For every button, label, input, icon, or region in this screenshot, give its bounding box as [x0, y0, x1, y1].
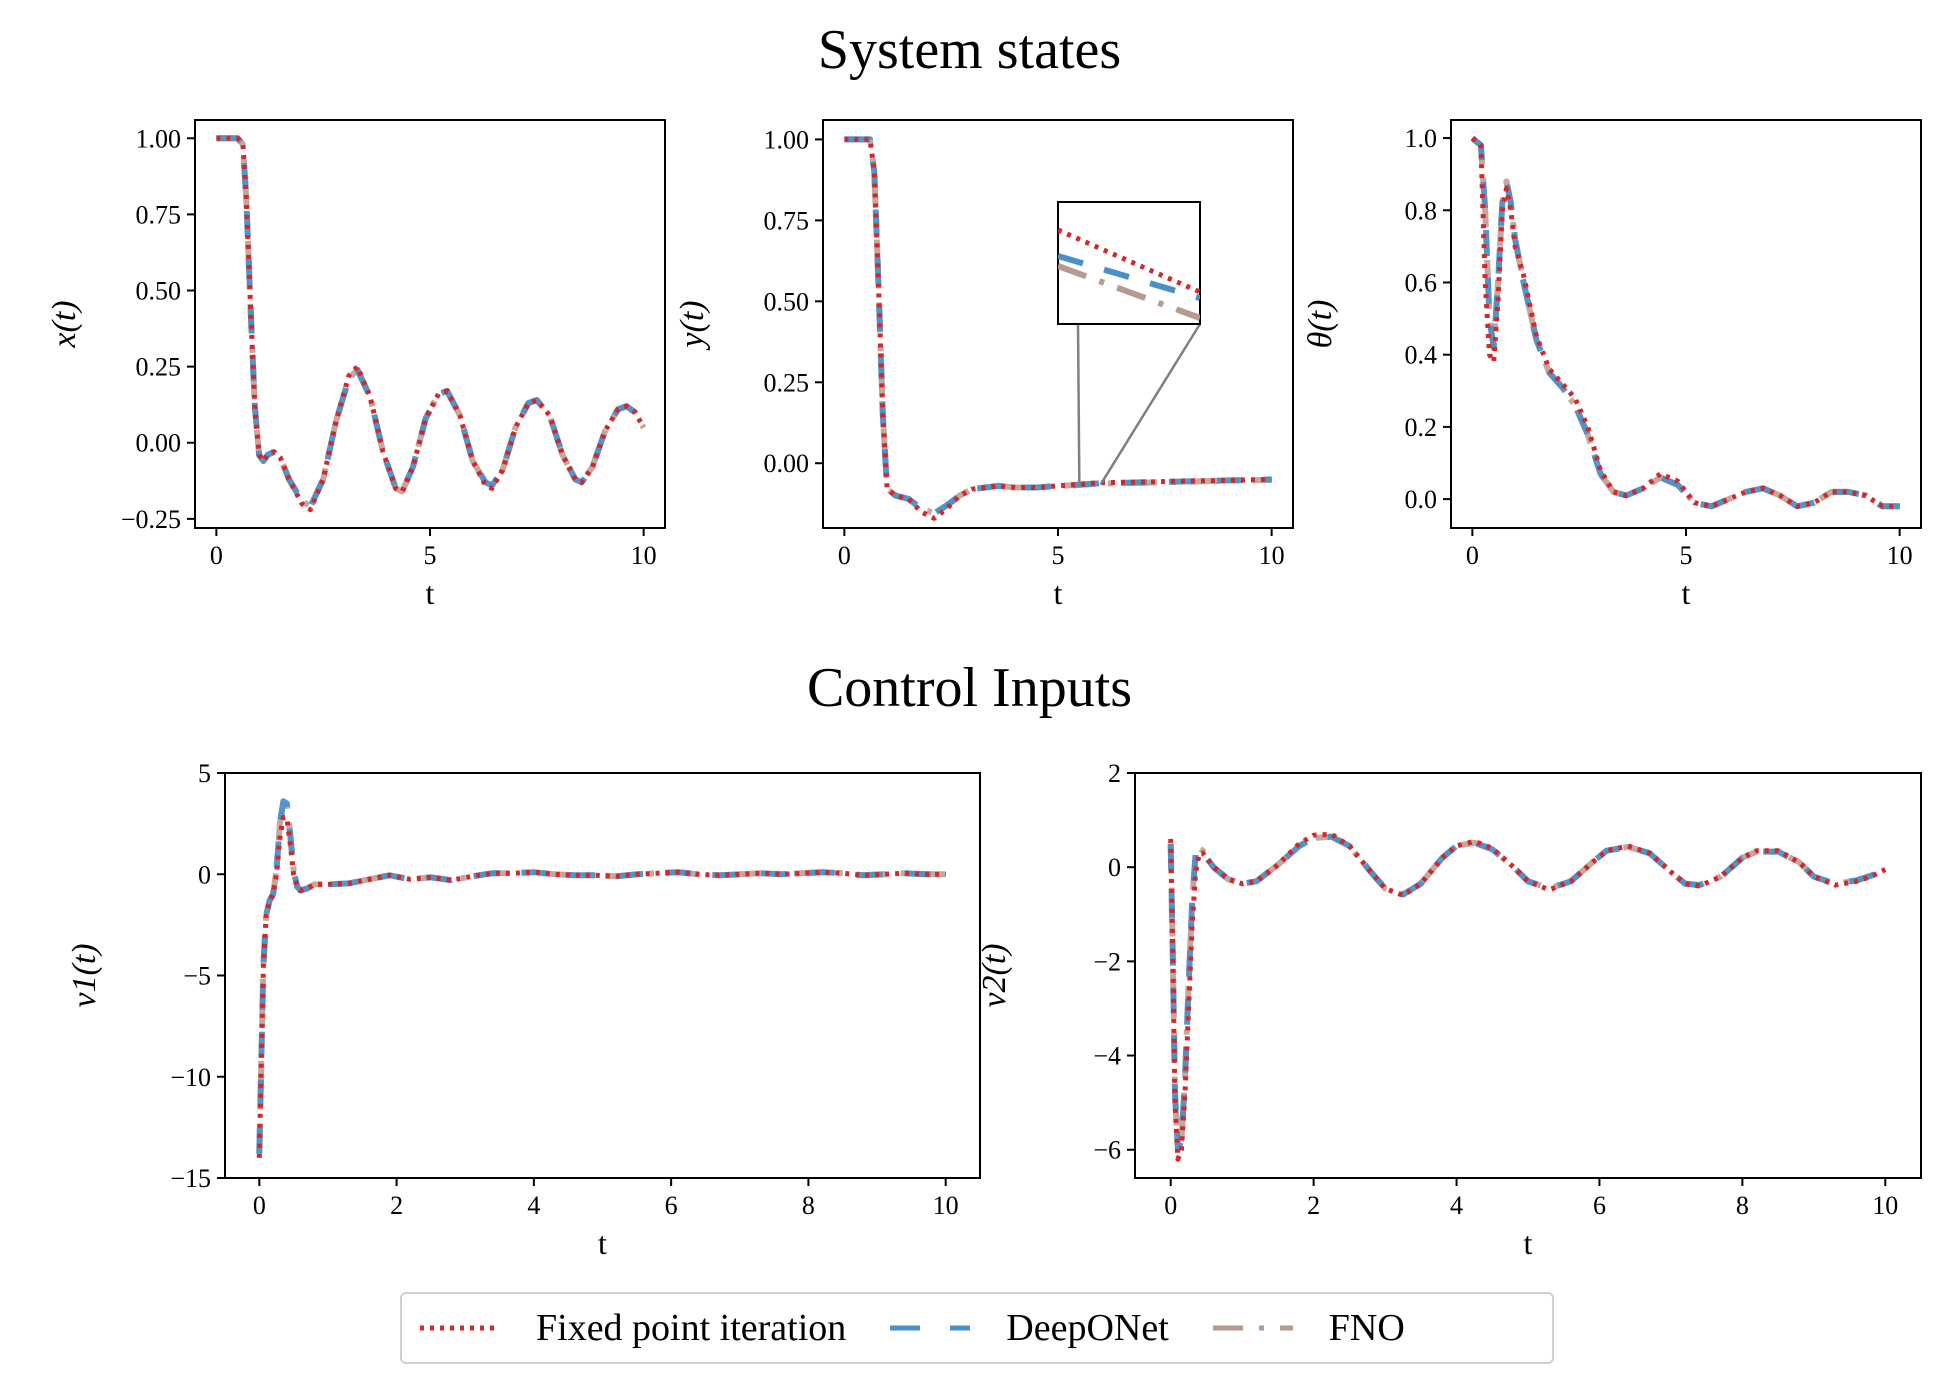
- y-tick-label-v2: 2: [1108, 759, 1121, 788]
- y-tick-label-y: 0.75: [764, 206, 810, 235]
- x-tick-label-theta: 5: [1680, 541, 1693, 570]
- series-deeponet-y: [844, 136, 1272, 517]
- x-tick-label-v1: 6: [665, 1191, 678, 1220]
- y-axis-label-theta: θ(t): [1302, 300, 1339, 349]
- x-tick-label-y: 10: [1259, 541, 1285, 570]
- axes-frame-v1: [224, 772, 981, 1179]
- y-tick-label-x: 0.00: [136, 429, 182, 458]
- x-tick-label-x: 10: [631, 541, 657, 570]
- x-axis-label-theta: t: [1682, 575, 1691, 611]
- x-tick-label-y: 0: [838, 541, 851, 570]
- series-deeponet-v2: [1167, 833, 1887, 1153]
- x-axis-label-v2: t: [1524, 1225, 1533, 1261]
- legend-item-fno: FNO: [1212, 1306, 1405, 1350]
- control-inputs-title: Control Inputs: [806, 657, 1133, 719]
- y-tick-label-y: 0.50: [764, 287, 810, 316]
- series-fno-y: [844, 136, 1272, 517]
- y-axis-label-v1: ν1(t): [66, 943, 103, 1007]
- series-deeponet-theta: [1470, 135, 1900, 510]
- inset-connector: [1076, 323, 1081, 486]
- panel-v1: 0 2 4 6 8 10 −15 −10 −5 0 5 t ν1(t): [66, 759, 981, 1261]
- y-tick-label-v2: −4: [1093, 1042, 1121, 1071]
- y-tick-label-v1: 5: [198, 759, 211, 788]
- y-tick-label-theta: 0.8: [1405, 196, 1438, 225]
- y-tick-label-v2: 0: [1108, 853, 1121, 882]
- x-axis-label-y: t: [1054, 575, 1063, 611]
- y-tick-label-v2: −2: [1093, 947, 1121, 976]
- y-axis-label-v2: ν2(t): [976, 943, 1013, 1007]
- y-tick-label-x: 0.25: [136, 353, 182, 382]
- zoom-inset: [1057, 201, 1202, 486]
- y-tick-label-y: 0.25: [764, 368, 810, 397]
- series-fixed-point-theta: [1470, 136, 1900, 509]
- legend-swatch-dashdot: [1212, 1325, 1293, 1331]
- series-fno-v1: [256, 798, 946, 1154]
- x-tick-label-v1: 2: [390, 1191, 403, 1220]
- panel-theta: 0 5 10 0.0 0.2 0.4 0.6 0.8 1.0 t θ(t): [1302, 119, 1922, 611]
- y-tick-label-v1: −15: [170, 1164, 211, 1193]
- axes-frame-theta: [1450, 119, 1922, 529]
- series-fno-theta: [1470, 135, 1900, 510]
- series-fixed-point-x: [216, 135, 646, 513]
- x-tick-label-v2: 8: [1736, 1191, 1749, 1220]
- series-deeponet-v1: [256, 798, 946, 1154]
- y-tick-label-theta: 1.0: [1405, 124, 1438, 153]
- legend-item-fixed-point: Fixed point iteration: [420, 1306, 846, 1350]
- y-tick-label-v1: −10: [170, 1063, 211, 1092]
- series-fixed-point-v1: [256, 815, 946, 1158]
- y-tick-label-v1: −5: [183, 962, 211, 991]
- system-states-title: System states: [817, 19, 1122, 81]
- y-tick-label-theta: 0.6: [1405, 268, 1438, 297]
- legend: Fixed point iteration DeepONet FNO: [400, 1292, 1554, 1364]
- legend-label: FNO: [1328, 1307, 1405, 1349]
- legend-label: DeepONet: [1006, 1307, 1169, 1349]
- x-tick-label-y: 5: [1052, 541, 1065, 570]
- y-tick-label-x: 1.00: [136, 124, 182, 153]
- panel-y: 0 5 10 0.00 0.25 0.50 0.75 1.00 t y(t): [674, 119, 1294, 611]
- x-tick-label-theta: 10: [1887, 541, 1913, 570]
- inset-connector: [1099, 323, 1202, 485]
- x-tick-label-theta: 0: [1466, 541, 1479, 570]
- x-tick-label-v2: 10: [1872, 1191, 1898, 1220]
- legend-item-deeponet: DeepONet: [890, 1306, 1169, 1350]
- x-tick-label-x: 5: [424, 541, 437, 570]
- series-deeponet-x: [216, 135, 647, 510]
- series-fixed-point-v2: [1168, 831, 1887, 1162]
- x-tick-label-v1: 8: [802, 1191, 815, 1220]
- x-tick-label-v2: 0: [1164, 1191, 1177, 1220]
- x-tick-label-v1: 0: [253, 1191, 266, 1220]
- x-tick-label-v1: 4: [527, 1191, 540, 1220]
- x-tick-label-v2: 2: [1307, 1191, 1320, 1220]
- x-tick-label-v2: 4: [1450, 1191, 1463, 1220]
- y-tick-label-y: 1.00: [764, 125, 810, 154]
- x-axis-label-x: t: [426, 575, 435, 611]
- y-axis-label-y: y(t): [674, 300, 711, 350]
- y-axis-label-x: x(t): [46, 300, 83, 348]
- axes-frame-v2: [1134, 772, 1922, 1179]
- y-tick-label-x: −0.25: [121, 505, 181, 534]
- y-tick-label-x: 0.50: [136, 277, 182, 306]
- inset-series-deeponet: [1058, 253, 1200, 301]
- inset-series-fno: [1058, 263, 1200, 321]
- y-tick-label-v2: −6: [1093, 1136, 1121, 1165]
- series-fixed-point-y: [844, 136, 1272, 521]
- panel-x: 0 5 10 −0.25 0.00 0.25 0.50 0.75 1.00 t x(t): [46, 119, 666, 611]
- y-tick-label-theta: 0.0: [1405, 485, 1438, 514]
- y-tick-label-v1: 0: [198, 860, 211, 889]
- legend-label: Fixed point iteration: [536, 1307, 847, 1349]
- y-tick-label-theta: 0.2: [1405, 413, 1438, 442]
- legend-swatch-dotted: [420, 1325, 500, 1331]
- legend-swatch-dashed: [890, 1325, 971, 1331]
- y-tick-label-theta: 0.4: [1405, 341, 1438, 370]
- y-tick-label-x: 0.75: [136, 200, 182, 229]
- x-tick-label-v1: 10: [933, 1191, 959, 1220]
- y-tick-label-y: 0.00: [764, 449, 810, 478]
- x-axis-label-v1: t: [598, 1225, 607, 1261]
- x-tick-label-x: 0: [210, 541, 223, 570]
- x-tick-label-v2: 6: [1593, 1191, 1606, 1220]
- panel-v2: 0 2 4 6 8 10 −6 −4 −2 0 2 t ν2(t): [976, 759, 1922, 1261]
- series-fno-x: [216, 135, 647, 510]
